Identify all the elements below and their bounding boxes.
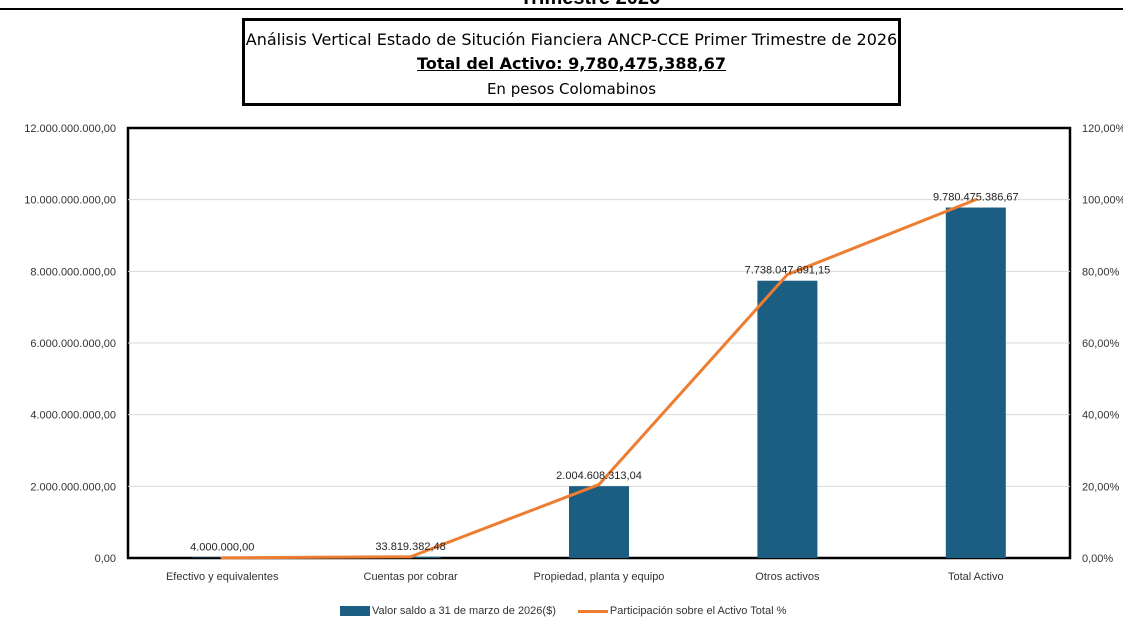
legend-item-bar: Valor saldo a 31 de marzo de 2026($)	[340, 605, 556, 617]
y-tick-label: 12.000.000.000,00	[24, 123, 116, 135]
bar-data-label: 9.780.475.386,67	[933, 192, 1019, 204]
x-axis-labels: Efectivo y equivalentes Cuentas por cobra…	[166, 571, 1004, 583]
y2-tick-label: 40,00%	[1082, 410, 1120, 422]
y2-tick-label: 80,00%	[1082, 266, 1120, 278]
y-tick-label: 10.000.000.000,00	[24, 195, 116, 207]
y-axis-labels: 0,00 2.000.000.000,00 4.000.000.000,00 6.00…	[24, 123, 116, 565]
bar-data-label: 33.819.382,48	[375, 541, 445, 553]
total-assets-label: Total del Activo: 9,780,475,388,67	[417, 54, 726, 73]
chart-svg: 0,00 2.000.000.000,00 4.000.000.000,00 6.00…	[24, 123, 1123, 583]
y2-tick-label: 60,00%	[1082, 338, 1120, 350]
x-category-label: Propiedad, planta y equipo	[534, 571, 665, 583]
bar	[945, 207, 1006, 558]
line-point	[785, 273, 789, 277]
legend-swatch-line	[577, 609, 608, 613]
bar-data-label: 2.004.608.313,04	[556, 470, 642, 482]
y2-tick-label: 100,00%	[1082, 195, 1123, 207]
x-category-label: Cuentas por cobrar	[364, 571, 458, 583]
x-category-label: Total Activo	[948, 571, 1004, 583]
y-tick-label: 8.000.000.000,00	[30, 266, 116, 278]
legend-label-line: Participación sobre el Activo Total %	[609, 605, 787, 617]
legend-swatch-bar	[340, 606, 370, 616]
bar-series	[192, 207, 1006, 558]
bar	[569, 486, 629, 558]
line-point	[597, 483, 601, 487]
y-tick-label: 4.000.000.000,00	[30, 410, 116, 422]
y-tick-label: 0,00	[95, 553, 116, 565]
x-category-label: Efectivo y equivalentes	[166, 571, 279, 583]
cut-off-heading: Trimestre 2026	[520, 0, 740, 8]
bar	[757, 280, 818, 558]
y2-tick-label: 20,00%	[1082, 481, 1120, 493]
y2-tick-label: 0,00%	[1082, 553, 1113, 565]
y2-tick-label: 120,00%	[1082, 123, 1123, 135]
y-tick-label: 6.000.000.000,00	[30, 338, 116, 350]
line-point	[409, 555, 413, 559]
legend: Valor saldo a 31 de marzo de 2026($) Par…	[340, 602, 808, 620]
line-point	[974, 198, 978, 202]
y-tick-label: 2.000.000.000,00	[30, 481, 116, 493]
line-series	[220, 198, 978, 560]
legend-item-line: Participación sobre el Activo Total %	[577, 605, 787, 617]
chart-title: Análisis Vertical Estado de Situción Fia…	[245, 30, 898, 49]
x-category-label: Otros activos	[755, 571, 820, 583]
chart-title-box: Análisis Vertical Estado de Situción Fia…	[242, 18, 901, 106]
legend-label-bar: Valor saldo a 31 de marzo de 2026($)	[372, 605, 556, 617]
bar-data-label: 7.738.047.691,15	[745, 265, 831, 277]
data-labels: 4.000.000,00 33.819.382,48 2.004.608.313,0…	[190, 192, 1019, 554]
line-point	[220, 556, 224, 560]
top-border-line	[0, 8, 1123, 10]
currency-label: En pesos Colomabinos	[486, 80, 657, 98]
y2-axis-labels: 0,00% 20,00% 40,00% 60,00% 80,00% 100,00% 120,…	[1082, 123, 1123, 565]
bar-data-label: 4.000.000,00	[190, 542, 254, 554]
